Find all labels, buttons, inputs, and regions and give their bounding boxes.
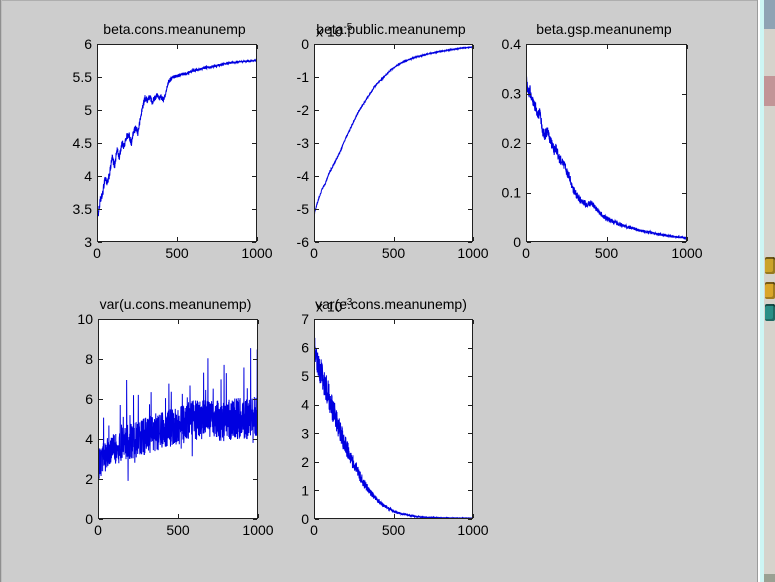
subplot-var-e-cons-meanunemp: 0 500 1000 0 1 2 3 4 5 6 7: [301, 311, 489, 538]
tick-label: 3.5: [73, 201, 93, 217]
tick-label: 1000: [671, 245, 702, 261]
tick-label: 3: [84, 234, 92, 250]
tick-label: 10: [77, 311, 93, 327]
subplot-beta-cons-meanunemp: 0 500 1000 3 3.5 4 4.5 5 5.5 6: [73, 36, 273, 261]
tick-label: 0.2: [502, 135, 522, 151]
tick-label: 0: [85, 511, 93, 527]
axes-box: [314, 319, 473, 519]
chart-title: beta.public.meanunemp: [316, 21, 466, 37]
plot-area: [314, 44, 473, 242]
desktop-background-sliver: [764, 0, 775, 582]
tick-label: 500: [166, 522, 190, 538]
axes-box: [97, 44, 257, 242]
y-axis-exponent-label: x 10-3: [316, 296, 353, 315]
chart-title: var(u.cons.meanunemp): [99, 296, 252, 312]
exponent-power: -5: [343, 22, 353, 33]
tick-label: 0.4: [502, 36, 522, 52]
tick-label: 4: [301, 397, 309, 413]
tick-label: 0: [310, 245, 318, 261]
axes-box: [98, 319, 258, 519]
axes-box: [526, 44, 687, 242]
data-series: [97, 58, 257, 217]
tick-label: 0.1: [502, 185, 522, 201]
desktop-strip: [757, 0, 775, 582]
exponent-base: x 10: [316, 23, 343, 40]
window-left-border: [0, 0, 2, 582]
tick-label: 0: [301, 511, 309, 527]
taskbar-edge: [764, 574, 775, 582]
tick-label: 0: [522, 245, 530, 261]
exponent-base: x 10: [316, 298, 343, 315]
tick-label: 500: [382, 245, 406, 261]
tick-label: 0: [301, 36, 309, 52]
data-series: [314, 45, 473, 215]
tick-label: 1: [301, 482, 309, 498]
background-window-edge: [764, 0, 775, 29]
tick-label: 5.5: [73, 69, 93, 85]
data-series: [314, 337, 473, 519]
tick-label: 0: [513, 234, 521, 250]
window-edge-highlight: [757, 0, 764, 582]
tick-label: -3: [297, 135, 310, 151]
background-window-pink-edge: [764, 76, 775, 106]
tick-label: -1: [297, 69, 310, 85]
tick-label: 8: [85, 351, 93, 367]
chart-title: beta.gsp.meanunemp: [536, 21, 672, 37]
tick-label: 1000: [242, 522, 273, 538]
tick-label: 1000: [241, 245, 272, 261]
yellow-app-icon[interactable]: [765, 282, 775, 299]
tick-label: 0: [310, 522, 318, 538]
tick-label: -5: [297, 201, 310, 217]
tick-label: 5: [301, 368, 309, 384]
tick-label: -6: [297, 234, 310, 250]
tick-label: 7: [301, 311, 309, 327]
window-top-border: [0, 0, 775, 1]
chart-title: var(e.cons.meanunemp): [315, 296, 467, 312]
plot-area: [314, 319, 473, 519]
subplot-var-u-cons-meanunemp: 0 500 1000 0 2 4 6 8 10: [77, 311, 273, 538]
exponent-power: -3: [343, 297, 353, 308]
data-series: [98, 348, 258, 481]
tick-label: 1000: [457, 245, 488, 261]
subplot-beta-gsp-meanunemp: 0 500 1000 0 0.1 0.2 0.3 0.4: [502, 36, 703, 261]
data-series: [526, 70, 687, 241]
tick-label: 2: [85, 471, 93, 487]
yellow-folder-icon[interactable]: [765, 257, 775, 274]
tick-label: 6: [301, 340, 309, 356]
plot-area: [97, 44, 257, 242]
tick-label: 4: [85, 431, 93, 447]
teal-app-icon[interactable]: [765, 304, 775, 321]
tick-label: 3: [301, 425, 309, 441]
tick-label: -2: [297, 102, 310, 118]
axes-box: [314, 44, 473, 242]
tick-label: 500: [382, 522, 406, 538]
tick-label: 1000: [457, 522, 488, 538]
tick-label: 4: [84, 168, 92, 184]
chart-title: beta.cons.meanunemp: [103, 21, 246, 37]
subplot-beta-public-meanunemp: 0 500 1000 -6 -5 -4 -3 -2 -1 0: [297, 36, 489, 261]
tick-label: 6: [84, 36, 92, 52]
tick-label: 0: [94, 522, 102, 538]
tick-label: 500: [165, 245, 189, 261]
tick-label: 2: [301, 454, 309, 470]
tick-label: 4.5: [73, 135, 93, 151]
tick-label: 5: [84, 102, 92, 118]
tick-label: 0.3: [502, 86, 522, 102]
tick-label: 500: [595, 245, 619, 261]
tick-label: -4: [297, 168, 310, 184]
tick-label: 6: [85, 391, 93, 407]
y-axis-exponent-label: x 10-5: [316, 21, 353, 40]
tick-label: 0: [93, 245, 101, 261]
